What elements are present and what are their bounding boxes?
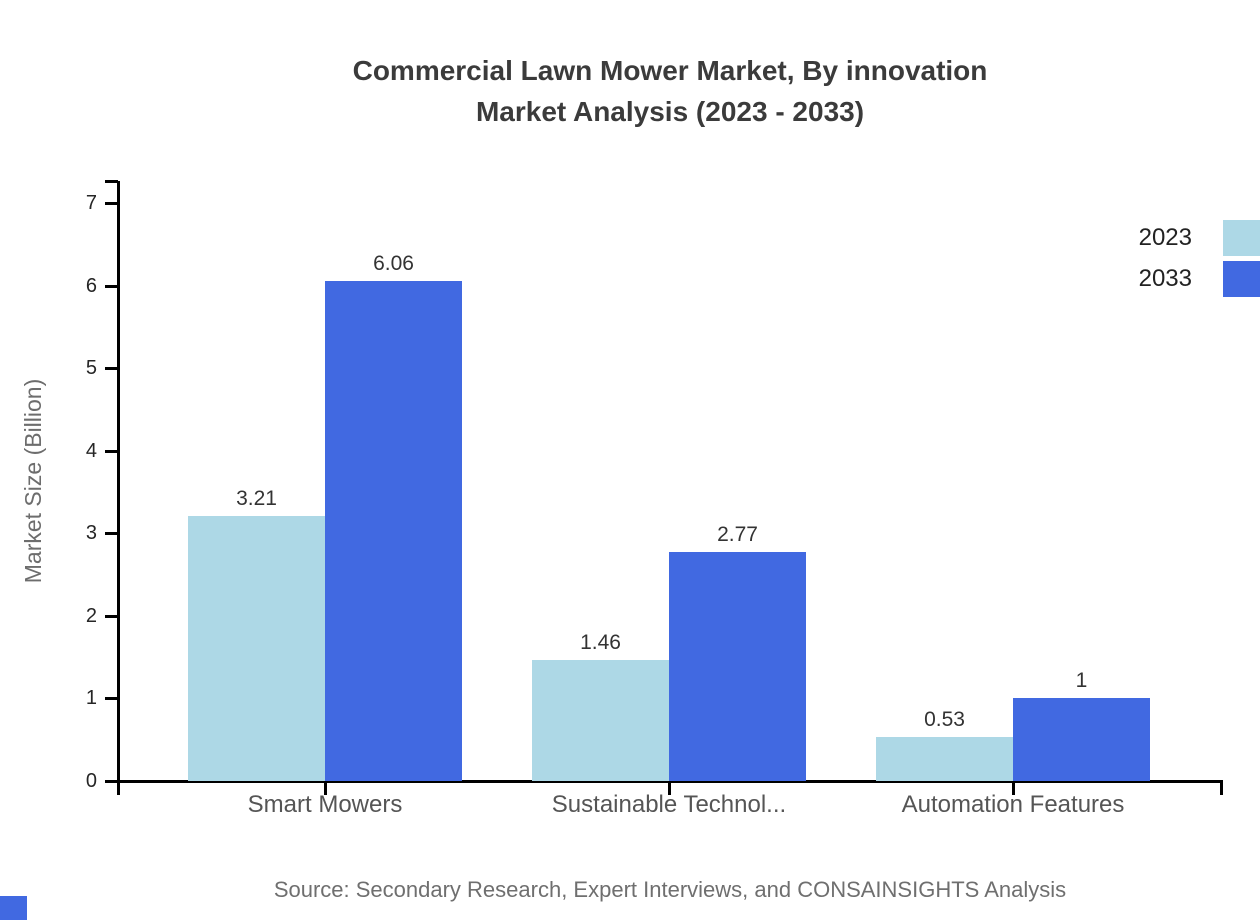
x-axis-end-cap bbox=[1220, 780, 1223, 795]
y-tick bbox=[105, 285, 118, 288]
legend-label-2023: 2023 bbox=[1138, 224, 1192, 251]
x-axis-label-sustainable-technol: Sustainable Technol... bbox=[551, 791, 787, 818]
y-tick-label: 1 bbox=[85, 687, 97, 709]
bar-2023-automation-features bbox=[876, 737, 1013, 781]
y-tick-label: 5 bbox=[85, 357, 97, 379]
bar-2033-smart-mowers bbox=[325, 281, 462, 781]
x-tick bbox=[324, 780, 327, 795]
corner-brand-mark bbox=[0, 896, 27, 920]
page-title-line-2: Market Analysis (2023 - 2033) bbox=[475, 96, 865, 127]
y-tick bbox=[105, 202, 118, 205]
bar-2023-sustainable-technol bbox=[532, 660, 669, 781]
x-axis-line bbox=[106, 780, 1223, 783]
y-tick bbox=[105, 532, 118, 535]
page-title-line-1: Commercial Lawn Mower Market, By innovat… bbox=[352, 55, 988, 86]
bar-value-label: 1 bbox=[1075, 669, 1088, 692]
y-tick bbox=[105, 367, 118, 370]
source-note: Source: Secondary Research, Expert Inter… bbox=[273, 877, 1067, 902]
x-tick bbox=[668, 780, 671, 795]
bar-value-label: 3.21 bbox=[236, 487, 277, 510]
y-tick-label: 7 bbox=[85, 192, 97, 214]
y-tick-label: 4 bbox=[85, 440, 97, 462]
y-axis-end-cap bbox=[105, 180, 118, 183]
x-tick bbox=[1012, 780, 1015, 795]
y-tick bbox=[105, 780, 118, 783]
y-axis-title: Market Size (Billion) bbox=[20, 378, 46, 584]
x-axis-label-automation-features: Automation Features bbox=[901, 791, 1125, 818]
bar-value-label: 0.53 bbox=[924, 708, 965, 731]
bar-2023-smart-mowers bbox=[188, 516, 325, 781]
bar-value-label: 6.06 bbox=[373, 252, 414, 275]
legend-swatch-2033 bbox=[1223, 261, 1260, 297]
x-axis-label-smart-mowers: Smart Mowers bbox=[247, 791, 403, 818]
y-tick bbox=[105, 615, 118, 618]
bar-2033-sustainable-technol bbox=[669, 552, 806, 781]
y-tick-label: 2 bbox=[85, 605, 97, 627]
page-title: Commercial Lawn Mower Market, By innovat… bbox=[0, 50, 1260, 132]
y-tick-label: 3 bbox=[85, 522, 97, 544]
y-axis-line bbox=[117, 181, 120, 795]
bar-value-label: 1.46 bbox=[580, 631, 621, 654]
y-tick bbox=[105, 697, 118, 700]
y-tick bbox=[105, 450, 118, 453]
y-tick-label: 0 bbox=[85, 770, 97, 792]
legend-label-2033: 2033 bbox=[1138, 265, 1192, 292]
bar-value-label: 2.77 bbox=[717, 523, 758, 546]
y-tick-label: 6 bbox=[85, 275, 97, 297]
legend-swatch-2023 bbox=[1223, 220, 1260, 256]
bar-2033-automation-features bbox=[1013, 698, 1150, 781]
